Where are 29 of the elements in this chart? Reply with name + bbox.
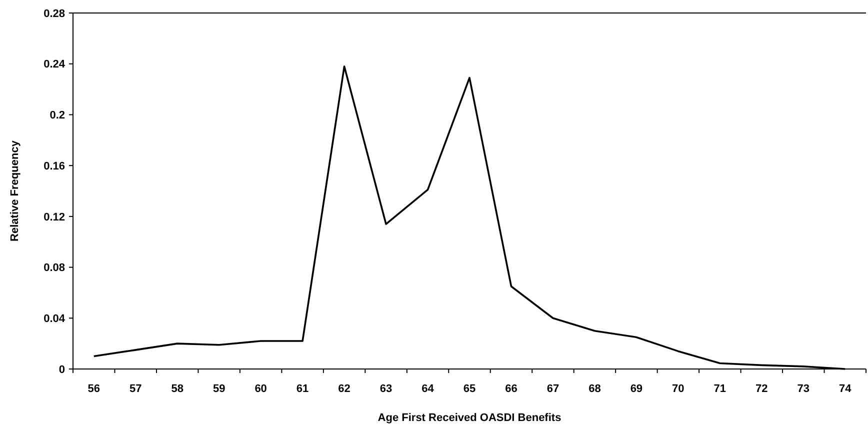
x-tick-label: 68 — [588, 383, 601, 395]
x-tick-label: 71 — [714, 383, 726, 395]
x-axis-title: Age First Received OASDI Benefits — [378, 412, 562, 424]
y-tick-label: 0.2 — [50, 110, 65, 122]
x-tick-label: 74 — [839, 383, 852, 395]
x-tick-label: 60 — [254, 383, 267, 395]
y-tick-label: 0.08 — [44, 262, 65, 274]
x-tick-label: 64 — [422, 383, 435, 395]
y-tick-label: 0.12 — [44, 211, 65, 224]
x-tick-label: 62 — [338, 383, 350, 395]
x-tick-label: 61 — [296, 383, 309, 395]
y-tick-label: 0.04 — [44, 312, 66, 325]
y-tick-label: 0.28 — [44, 8, 65, 20]
x-tick-label: 66 — [505, 383, 518, 395]
x-tick-label: 70 — [672, 383, 684, 395]
x-tick-label: 67 — [546, 383, 560, 395]
x-tick-label: 57 — [129, 383, 142, 395]
x-tick-label: 73 — [797, 383, 810, 395]
x-tick-label: 58 — [171, 383, 184, 395]
y-axis-title: Relative Frequency — [9, 140, 21, 242]
y-tick-label: 0 — [58, 364, 65, 376]
y-tick-label: 0.24 — [44, 58, 66, 71]
x-tick-label: 63 — [380, 383, 392, 395]
x-tick-label: 65 — [463, 383, 476, 395]
y-tick-label: 0.16 — [44, 160, 65, 172]
x-tick-label: 69 — [630, 383, 643, 395]
x-tick-label: 72 — [756, 383, 768, 395]
x-tick-label: 56 — [88, 383, 100, 395]
x-tick-label: 59 — [212, 383, 226, 395]
